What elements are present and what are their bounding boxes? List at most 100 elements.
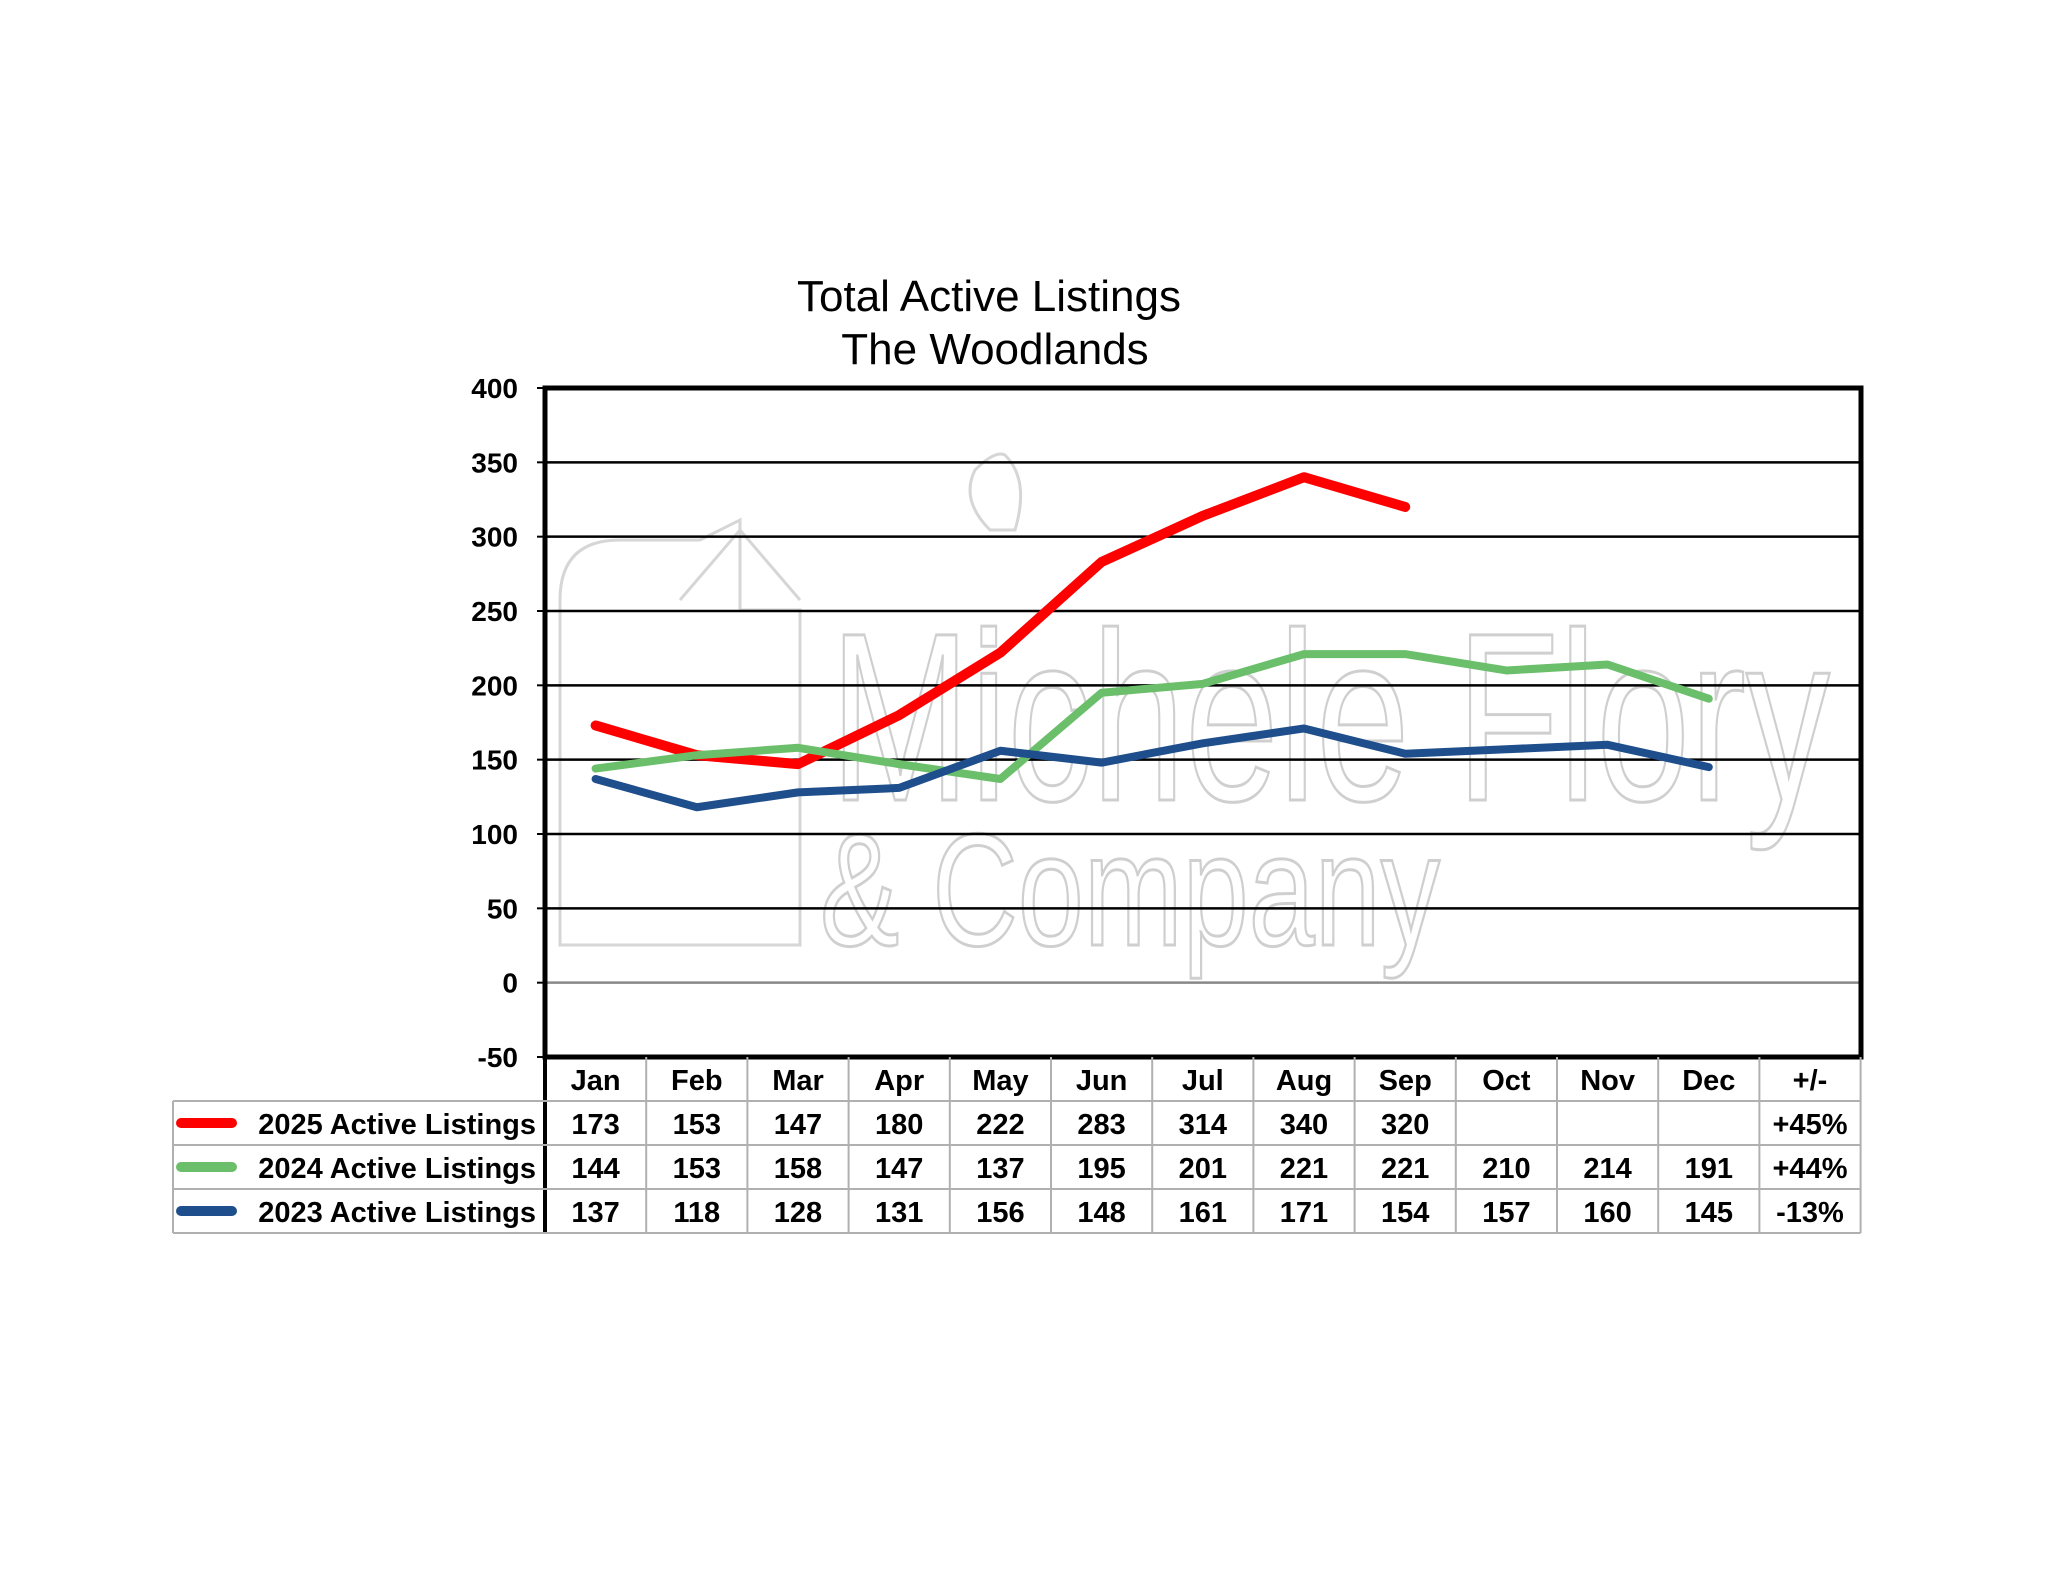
- series-line: [591, 724, 1713, 812]
- data-label: 191: [1685, 1153, 1733, 1185]
- data-point: [595, 768, 597, 770]
- x-category-label: Jun: [1076, 1065, 1128, 1097]
- data-label: 195: [1077, 1153, 1125, 1185]
- y-tick-label: 150: [471, 745, 518, 776]
- x-category-label: Dec: [1682, 1065, 1735, 1097]
- series-lines: [590, 472, 1713, 812]
- change-column-header: +/-: [1793, 1065, 1828, 1097]
- change-value: +45%: [1773, 1109, 1848, 1141]
- data-point: [1708, 766, 1710, 768]
- legend-series-name: 2024 Active Listings: [258, 1153, 536, 1185]
- data-point: [1404, 653, 1406, 655]
- y-axis-ticks: -50 0 50 100 150 200 250 300 350 400: [471, 373, 545, 1073]
- data-point: [1303, 653, 1305, 655]
- y-tick-label: 100: [471, 819, 518, 850]
- data-label: 147: [875, 1153, 923, 1185]
- data-label: 201: [1179, 1153, 1227, 1185]
- data-label: 131: [875, 1197, 923, 1229]
- data-label: 144: [571, 1153, 619, 1185]
- data-point: [1708, 698, 1710, 700]
- data-table: Jan Feb Mar Apr May Jun Jul Aug Sep Oct Nov Dec +/- 2…: [172, 388, 1862, 1234]
- data-label: 210: [1482, 1153, 1530, 1185]
- data-point: [696, 806, 698, 808]
- data-label: 137: [571, 1197, 619, 1229]
- data-point: [999, 750, 1001, 752]
- data-label: 128: [774, 1197, 822, 1229]
- data-point: [1505, 748, 1507, 750]
- data-label: 171: [1280, 1197, 1328, 1229]
- chart-subtitle: The Woodlands: [841, 325, 1148, 374]
- legend-series-name: 2023 Active Listings: [258, 1197, 536, 1229]
- data-label: 147: [774, 1109, 822, 1141]
- x-category-label: May: [972, 1065, 1028, 1097]
- watermark-text-line1: Michele Flory: [830, 583, 1830, 851]
- data-point: [1505, 669, 1507, 671]
- data-label: 314: [1179, 1109, 1227, 1141]
- x-category-label: Feb: [671, 1065, 723, 1097]
- data-label: 173: [571, 1109, 619, 1141]
- data-label: 180: [875, 1109, 923, 1141]
- data-label: 221: [1381, 1153, 1429, 1185]
- x-category-label: Nov: [1580, 1065, 1635, 1097]
- data-label: 153: [673, 1153, 721, 1185]
- y-tick-label: 400: [471, 373, 518, 404]
- data-point: [1404, 506, 1406, 508]
- y-tick-label: 0: [502, 968, 518, 999]
- x-category-label: Sep: [1379, 1065, 1432, 1097]
- data-label: 160: [1583, 1197, 1631, 1229]
- data-point: [1303, 727, 1305, 729]
- y-tick-label: 250: [471, 596, 518, 627]
- data-label: 340: [1280, 1109, 1328, 1141]
- data-point: [1202, 515, 1204, 517]
- x-category-label: Apr: [874, 1065, 924, 1097]
- data-label: 153: [673, 1109, 721, 1141]
- data-label: 221: [1280, 1153, 1328, 1185]
- series-line: [591, 650, 1713, 783]
- chart-title: Total Active Listings: [797, 272, 1181, 321]
- x-category-label: Jan: [571, 1065, 621, 1097]
- data-point: [1101, 692, 1103, 694]
- watermark-leaf-icon: [968, 452, 1023, 532]
- data-point: [797, 763, 799, 765]
- data-point: [1404, 753, 1406, 755]
- x-category-label: Oct: [1482, 1065, 1531, 1097]
- y-tick-label: 50: [487, 893, 518, 924]
- data-label: 145: [1685, 1197, 1733, 1229]
- data-label: 148: [1077, 1197, 1125, 1229]
- data-label: 157: [1482, 1197, 1530, 1229]
- data-point: [1101, 561, 1103, 563]
- data-point: [1303, 476, 1305, 478]
- data-label: 222: [976, 1109, 1024, 1141]
- y-tick-label: -50: [478, 1042, 518, 1073]
- legend-series-name: 2025 Active Listings: [258, 1109, 536, 1141]
- data-label: 320: [1381, 1109, 1429, 1141]
- change-value: -13%: [1776, 1197, 1844, 1229]
- change-value: +44%: [1773, 1153, 1848, 1185]
- data-point: [595, 724, 597, 726]
- data-label: 156: [976, 1197, 1024, 1229]
- y-tick-label: 300: [471, 522, 518, 553]
- y-tick-label: 200: [471, 670, 518, 701]
- data-point: [999, 652, 1001, 654]
- data-point: [595, 778, 597, 780]
- x-category-label: Jul: [1182, 1065, 1224, 1097]
- data-label: 118: [673, 1197, 720, 1229]
- data-label: 214: [1583, 1153, 1631, 1185]
- data-label: 137: [976, 1153, 1024, 1185]
- data-point: [696, 754, 698, 756]
- watermark-logo: Michele Flory & Company: [558, 452, 1832, 981]
- data-point: [1607, 664, 1609, 666]
- x-category-label: Aug: [1276, 1065, 1332, 1097]
- data-point: [797, 747, 799, 749]
- data-point: [1202, 742, 1204, 744]
- data-point: [1101, 762, 1103, 764]
- data-label: 161: [1179, 1197, 1227, 1229]
- data-point: [797, 791, 799, 793]
- data-point: [898, 763, 900, 765]
- data-label: 154: [1381, 1197, 1429, 1229]
- watermark-house-roof-icon: [678, 527, 802, 601]
- watermark-house-icon: [558, 517, 802, 947]
- data-point: [1202, 683, 1204, 685]
- data-point: [999, 778, 1001, 780]
